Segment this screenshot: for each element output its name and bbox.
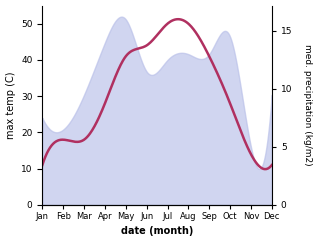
Y-axis label: med. precipitation (kg/m2): med. precipitation (kg/m2) [303, 45, 313, 166]
Y-axis label: max temp (C): max temp (C) [5, 71, 16, 139]
X-axis label: date (month): date (month) [121, 227, 193, 236]
